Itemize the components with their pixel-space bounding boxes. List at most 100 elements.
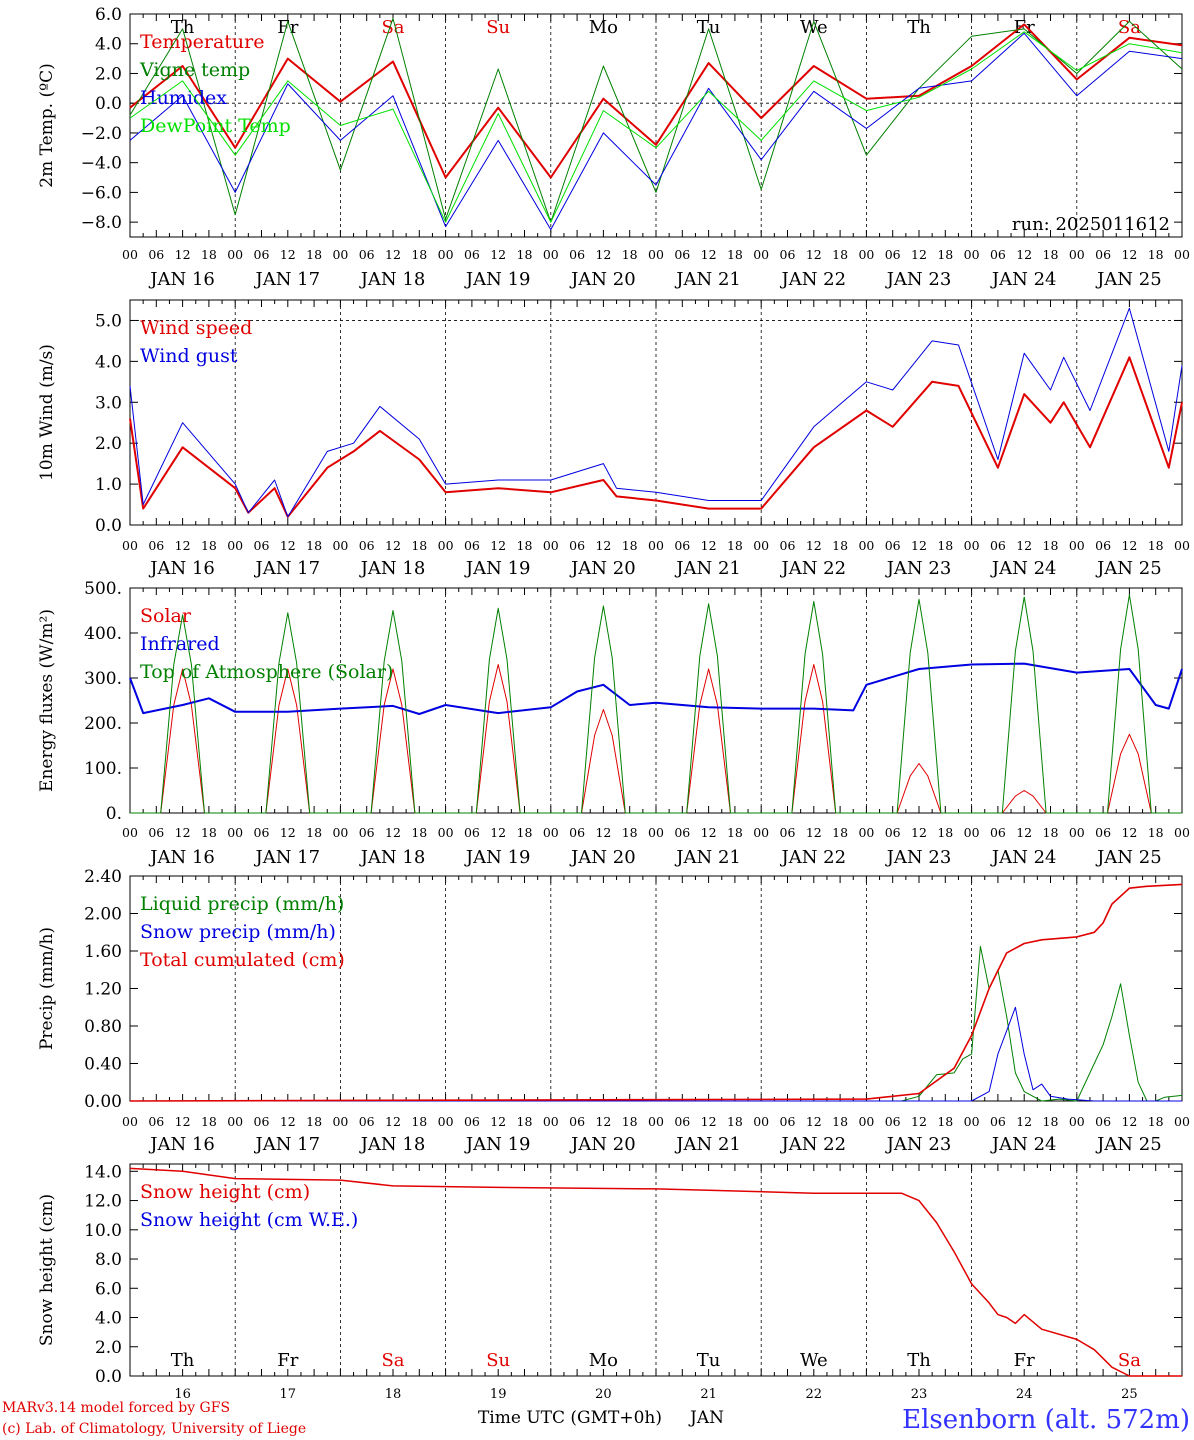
hour-label: 18: [306, 1114, 322, 1129]
hour-label: 06: [148, 538, 164, 553]
y-axis-title: Precip (mm/h): [37, 927, 57, 1050]
y-tick-label: 0.80: [84, 1017, 122, 1037]
hour-label: 12: [911, 1114, 927, 1129]
y-tick-label: 6.0: [95, 5, 122, 25]
hour-label: 18: [727, 1114, 743, 1129]
series-line-2: [129, 662, 1183, 715]
hour-label: 18: [1148, 825, 1164, 840]
hour-label: 12: [490, 538, 506, 553]
hour-label: 18: [201, 538, 217, 553]
y-axis-title: Snow height (cm): [37, 1194, 57, 1346]
hour-label: 00: [964, 1114, 980, 1129]
hour-label: 00: [543, 1114, 559, 1129]
hour-label: 00: [438, 825, 454, 840]
hour-label: 00: [543, 825, 559, 840]
panel-5: 0.0 2.0 4.0 6.0 8.0 10.0 12.0 14.0 Snow height (…: [37, 1162, 1183, 1402]
y-tick-label: 0.: [106, 804, 122, 824]
y-tick-label: 2.00: [84, 905, 122, 925]
weekday-label: Su: [486, 1350, 510, 1371]
panel-3: 0. 100. 200. 300. 400. 500. Energy fluxes (W/m…: [37, 579, 1190, 868]
hour-label: 00: [332, 247, 348, 262]
hour-label: 12: [280, 538, 296, 553]
date-label: JAN 18: [359, 558, 426, 579]
date-label: JAN 16: [148, 269, 215, 290]
y-tick-label: 0.40: [84, 1055, 122, 1075]
day-number-label: 18: [385, 1387, 402, 1402]
date-label: JAN 23: [885, 847, 952, 868]
hour-label: 06: [569, 247, 585, 262]
hour-label: 12: [385, 825, 401, 840]
date-label: JAN 21: [674, 1134, 741, 1155]
hour-label: 12: [1016, 538, 1032, 553]
date-label: JAN 24: [990, 558, 1057, 579]
date-label: JAN 19: [464, 847, 531, 868]
day-number-label: 22: [806, 1387, 823, 1402]
hour-label: 00: [858, 825, 874, 840]
hour-label: 18: [306, 247, 322, 262]
hour-label: 18: [201, 247, 217, 262]
hour-label: 18: [411, 1114, 427, 1129]
y-tick-label: 1.60: [84, 942, 122, 962]
legend-entry: Snow precip (mm/h): [140, 921, 336, 943]
weekday-label: Fr: [277, 17, 298, 38]
hour-label: 06: [885, 247, 901, 262]
y-tick-label: 4.0: [95, 352, 122, 372]
hour-label: 12: [490, 1114, 506, 1129]
hour-label: 18: [832, 825, 848, 840]
date-label: JAN 21: [674, 269, 741, 290]
date-label: JAN 18: [359, 269, 426, 290]
hour-label: 06: [674, 247, 690, 262]
legend-entry: Infrared: [140, 633, 220, 655]
day-number-label: 19: [490, 1387, 507, 1402]
hour-label: 00: [122, 825, 138, 840]
hour-label: 00: [438, 247, 454, 262]
day-number-label: 17: [280, 1387, 297, 1402]
hour-label: 06: [990, 1114, 1006, 1129]
hour-label: 06: [359, 247, 375, 262]
hour-label: 12: [1016, 247, 1032, 262]
hour-label: 06: [464, 538, 480, 553]
date-label: JAN 19: [464, 1134, 531, 1155]
date-label: JAN 16: [148, 847, 215, 868]
hour-label: 00: [858, 538, 874, 553]
weekday-label: We: [800, 17, 828, 38]
hour-label: 06: [674, 825, 690, 840]
hour-label: 12: [701, 1114, 717, 1129]
date-label: JAN 22: [780, 847, 847, 868]
hour-label: 18: [1148, 247, 1164, 262]
hour-label: 18: [201, 1114, 217, 1129]
legend-entry: Liquid precip (mm/h): [140, 893, 344, 915]
hour-label: 06: [674, 1114, 690, 1129]
weekday-label: Sa: [1118, 1350, 1141, 1371]
credit-line-2: (c) Lab. of Climatology, University of L…: [2, 1421, 306, 1437]
hour-label: 06: [359, 538, 375, 553]
y-tick-label: 1.20: [84, 980, 122, 1000]
y-tick-label: 0.00: [84, 1092, 122, 1112]
weekday-label: Fr: [1014, 1350, 1035, 1371]
series-line-2: [130, 1006, 1182, 1102]
hour-label: 00: [227, 538, 243, 553]
hour-label: 00: [438, 538, 454, 553]
series-line-3: [130, 594, 1182, 814]
hour-label: 18: [937, 247, 953, 262]
hour-label: 12: [595, 538, 611, 553]
hour-label: 12: [280, 247, 296, 262]
x-axis-title: Time UTC (GMT+0h): [478, 1408, 662, 1428]
date-label: JAN 21: [674, 847, 741, 868]
hour-label: 06: [1095, 247, 1111, 262]
hour-label: 12: [385, 1114, 401, 1129]
hour-label: 06: [148, 247, 164, 262]
hour-label: 18: [411, 538, 427, 553]
hour-label: 18: [937, 825, 953, 840]
hour-label: 00: [1174, 1114, 1190, 1129]
y-tick-label: 5.0: [95, 311, 122, 331]
y-tick-label: 300.: [84, 669, 122, 689]
hour-label: 18: [622, 1114, 638, 1129]
hour-label: 00: [543, 247, 559, 262]
hour-label: 06: [254, 247, 270, 262]
hour-label: 06: [674, 538, 690, 553]
hour-label: 00: [122, 247, 138, 262]
y-tick-label: 2.0: [95, 434, 122, 454]
y-tick-label: 12.0: [84, 1192, 122, 1212]
hour-label: 00: [332, 538, 348, 553]
